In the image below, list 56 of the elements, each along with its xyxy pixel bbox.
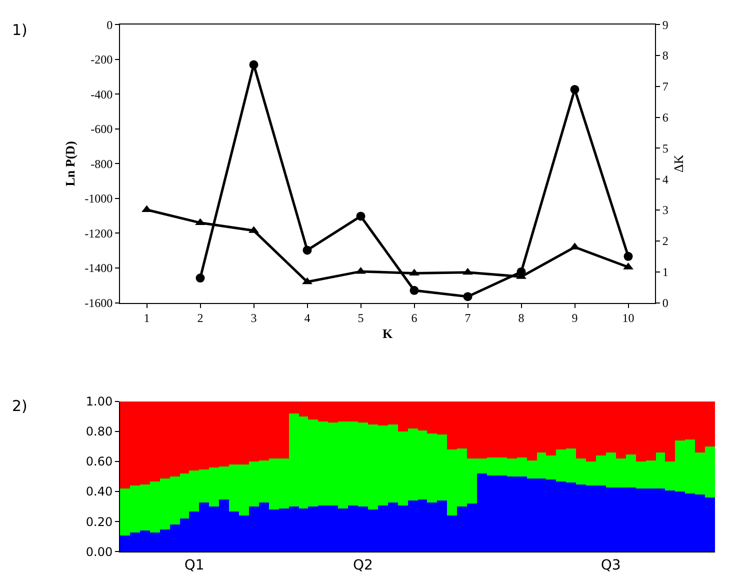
x-tick-label: Q1 [184, 557, 204, 574]
point [516, 267, 526, 276]
y2-axis-title: ΔK [671, 154, 686, 173]
x-tick-label: 9 [572, 311, 578, 326]
point [356, 266, 366, 274]
text: 1) [12, 21, 28, 39]
x-tick-label: 6 [411, 311, 418, 326]
x-tick-label: 2 [197, 311, 204, 326]
x-tick-label: Q2 [352, 557, 373, 574]
x-tick-label: 4 [304, 311, 310, 326]
y2-tick-label: 0 [662, 296, 668, 310]
point [302, 277, 312, 284]
y-tick-label: 0.40 [86, 484, 113, 499]
point [195, 218, 206, 226]
y-tick-label: 0.80 [86, 424, 113, 439]
point [302, 246, 312, 255]
y-tick-label: -800 [90, 156, 113, 171]
x-tick-label: 1 [144, 311, 150, 326]
point [356, 212, 366, 221]
point [570, 84, 580, 94]
point [463, 292, 472, 302]
y-tick-label: -600 [90, 122, 113, 136]
point [624, 252, 633, 261]
y-tick-label: 0.60 [86, 454, 113, 469]
x-tick-label: 7 [464, 311, 471, 326]
y-tick-label: -1600 [84, 296, 113, 310]
x-tick-label: 10 [622, 311, 634, 326]
y-tick-label: 0 [106, 18, 113, 32]
x-tick-label: 8 [518, 311, 524, 326]
point [249, 60, 258, 70]
y2-tick-label: 5 [662, 141, 668, 156]
y2-tick-label: 7 [662, 80, 668, 94]
y2-tick-label: 1 [662, 265, 668, 280]
y-tick-label: -1200 [84, 226, 113, 240]
point [410, 286, 419, 295]
x-axis-title: K [382, 326, 394, 341]
x-tick-label: 3 [250, 311, 257, 326]
x-tick-label: Q3 [600, 557, 621, 574]
y2-tick-label: 4 [662, 172, 668, 186]
y2-tick-label: 2 [662, 234, 668, 248]
y2-tick-label: 8 [662, 48, 668, 63]
point [196, 274, 205, 283]
y-tick-label: -200 [90, 52, 113, 67]
y2-tick-label: 9 [662, 18, 668, 32]
y-tick-label: 1.00 [86, 394, 113, 409]
x-tick-label: 5 [358, 311, 364, 326]
y-tick-label: -400 [90, 87, 113, 102]
y2-tick-label: 3 [662, 203, 668, 218]
y-tick-label: 0.20 [86, 514, 113, 529]
y2-tick-label: 6 [662, 110, 668, 124]
point [462, 268, 473, 275]
y-tick-label: -1400 [84, 261, 113, 276]
y-tick-label: 0.00 [86, 544, 113, 559]
y-axis-title: Ln P(D) [62, 141, 78, 186]
text: 2) [12, 397, 28, 415]
y-tick-label: -1000 [84, 192, 113, 206]
